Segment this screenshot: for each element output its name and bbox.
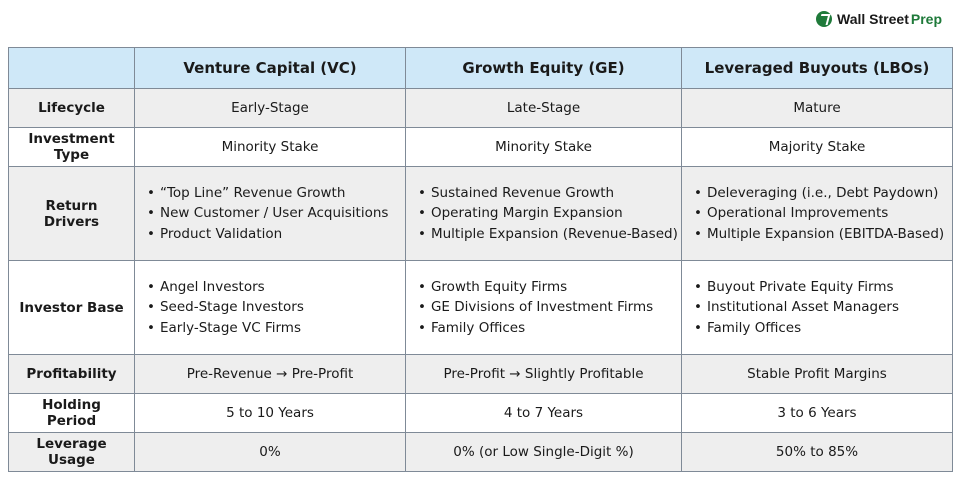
- list-item: Family Offices: [418, 318, 673, 339]
- list-item: Product Validation: [147, 224, 397, 245]
- list-item: Multiple Expansion (EBITDA-Based): [694, 224, 944, 245]
- row-label-profitability: Profitability: [8, 354, 135, 394]
- list-item: Early-Stage VC Firms: [147, 318, 397, 339]
- row-label-leverage-usage: Leverage Usage: [8, 432, 135, 472]
- brand-logo: Wall Street Prep: [816, 11, 942, 27]
- list-item: Growth Equity Firms: [418, 277, 673, 298]
- list-item: Operational Improvements: [694, 203, 944, 224]
- list-item: Deleveraging (i.e., Debt Paydown): [694, 183, 944, 204]
- bullet-list: Buyout Private Equity Firms Institutiona…: [690, 277, 944, 339]
- brand-name-part1: Wall Street: [837, 11, 909, 27]
- table-header-row: Venture Capital (VC) Growth Equity (GE) …: [8, 47, 953, 89]
- list-item: GE Divisions of Investment Firms: [418, 297, 673, 318]
- cell-lifecycle-lbo: Mature: [681, 88, 953, 128]
- row-label-return-drivers: Return Drivers: [8, 166, 135, 261]
- bullet-list: Sustained Revenue Growth Operating Margi…: [414, 183, 678, 245]
- header-corner-cell: [8, 47, 135, 89]
- list-item: Operating Margin Expansion: [418, 203, 673, 224]
- table-row-investor-base: Investor Base Angel Investors Seed-Stage…: [8, 260, 953, 355]
- row-label-lifecycle: Lifecycle: [8, 88, 135, 128]
- bullet-list: Growth Equity Firms GE Divisions of Inve…: [414, 277, 673, 339]
- cell-return-drivers-vc: “Top Line” Revenue Growth New Customer /…: [134, 166, 406, 261]
- row-label-investor-base: Investor Base: [8, 260, 135, 355]
- cell-investor-base-ge: Growth Equity Firms GE Divisions of Inve…: [405, 260, 682, 355]
- cell-return-drivers-ge: Sustained Revenue Growth Operating Margi…: [405, 166, 682, 261]
- table-row-investment-type: Investment Type Minority Stake Minority …: [8, 127, 953, 167]
- cell-investment-type-lbo: Majority Stake: [681, 127, 953, 167]
- cell-lifecycle-ge: Late-Stage: [405, 88, 682, 128]
- cell-leverage-usage-lbo: 50% to 85%: [681, 432, 953, 472]
- table-row-profitability: Profitability Pre-Revenue → Pre-Profit P…: [8, 354, 953, 394]
- table-row-holding-period: Holding Period 5 to 10 Years 4 to 7 Year…: [8, 393, 953, 433]
- bullet-list: Angel Investors Seed-Stage Investors Ear…: [143, 277, 397, 339]
- cell-holding-period-lbo: 3 to 6 Years: [681, 393, 953, 433]
- cell-profitability-lbo: Stable Profit Margins: [681, 354, 953, 394]
- bullet-list: “Top Line” Revenue Growth New Customer /…: [143, 183, 397, 245]
- list-item: Seed-Stage Investors: [147, 297, 397, 318]
- table-row-leverage-usage: Leverage Usage 0% 0% (or Low Single-Digi…: [8, 432, 953, 472]
- column-header-lbo: Leveraged Buyouts (LBOs): [681, 47, 953, 89]
- cell-investor-base-lbo: Buyout Private Equity Firms Institutiona…: [681, 260, 953, 355]
- cell-leverage-usage-ge: 0% (or Low Single-Digit %): [405, 432, 682, 472]
- cell-investment-type-vc: Minority Stake: [134, 127, 406, 167]
- cell-return-drivers-lbo: Deleveraging (i.e., Debt Paydown) Operat…: [681, 166, 953, 261]
- cell-holding-period-vc: 5 to 10 Years: [134, 393, 406, 433]
- list-item: Buyout Private Equity Firms: [694, 277, 944, 298]
- cell-lifecycle-vc: Early-Stage: [134, 88, 406, 128]
- cell-leverage-usage-vc: 0%: [134, 432, 406, 472]
- list-item: Multiple Expansion (Revenue-Based): [418, 224, 678, 245]
- column-header-ge: Growth Equity (GE): [405, 47, 682, 89]
- cell-holding-period-ge: 4 to 7 Years: [405, 393, 682, 433]
- row-label-investment-type: Investment Type: [8, 127, 135, 167]
- cell-investor-base-vc: Angel Investors Seed-Stage Investors Ear…: [134, 260, 406, 355]
- list-item: Family Offices: [694, 318, 944, 339]
- column-header-vc: Venture Capital (VC): [134, 47, 406, 89]
- cell-profitability-vc: Pre-Revenue → Pre-Profit: [134, 354, 406, 394]
- brand-name-part2: Prep: [910, 11, 942, 27]
- cell-investment-type-ge: Minority Stake: [405, 127, 682, 167]
- comparison-table: Venture Capital (VC) Growth Equity (GE) …: [8, 47, 953, 472]
- list-item: Angel Investors: [147, 277, 397, 298]
- cell-profitability-ge: Pre-Profit → Slightly Profitable: [405, 354, 682, 394]
- list-item: New Customer / User Acquisitions: [147, 203, 397, 224]
- table-row-return-drivers: Return Drivers “Top Line” Revenue Growth…: [8, 166, 953, 261]
- table-row-lifecycle: Lifecycle Early-Stage Late-Stage Mature: [8, 88, 953, 128]
- bullet-list: Deleveraging (i.e., Debt Paydown) Operat…: [690, 183, 944, 245]
- list-item: Sustained Revenue Growth: [418, 183, 673, 204]
- list-item: “Top Line” Revenue Growth: [147, 183, 397, 204]
- list-item: Institutional Asset Managers: [694, 297, 944, 318]
- row-label-holding-period: Holding Period: [8, 393, 135, 433]
- wall-street-prep-logo-icon: [816, 11, 833, 27]
